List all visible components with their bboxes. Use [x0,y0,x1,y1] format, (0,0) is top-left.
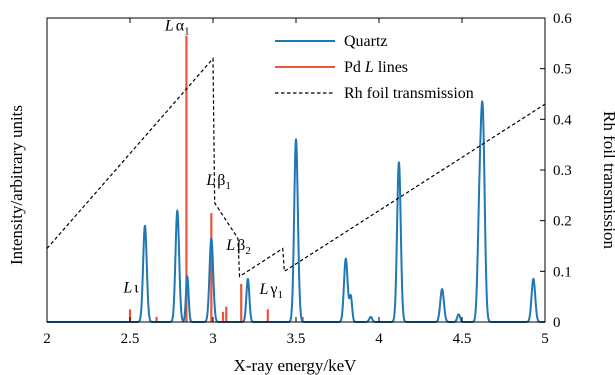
legend: Quartz Pd L lines Rh foil transmission [275,33,474,102]
x-axis-title: X-ray energy/keV [234,356,358,375]
y-tick-label: 0.6 [553,11,572,27]
x-tick-label: 5 [541,331,549,347]
x-tick-label: 4.5 [453,331,472,347]
y-tick-label: 0.3 [553,163,572,179]
x-tick-label: 2.5 [121,331,140,347]
legend-label-0: Quartz [344,33,388,50]
y-axis-right-title: Rh foil transmission [600,111,615,249]
x-tick-label: 4 [375,331,383,347]
x-tick-label: 3 [209,331,217,347]
axes-frame [46,17,546,323]
y-tick-label: 0 [553,315,561,331]
plot-frame [46,17,546,323]
y-tick-label: 0.4 [553,112,572,128]
y-tick-label: 0.2 [553,214,572,230]
y-axis-left-title: Intensity/arbitrary units [7,105,26,265]
y-tick-label: 0.5 [553,62,572,78]
legend-label-2: Rh foil transmission [344,85,474,102]
y-tick-label: 0.1 [553,264,572,280]
plot-area [46,35,546,323]
rh-transmission-line [46,56,546,278]
x-tick-label: 3.5 [287,331,306,347]
quartz-spectrum-line [46,100,546,323]
axis-ticks: 2 2.5 3 3.5 4 4.5 50 0.1 0.2 0.3 0.4 0.5 0.6 [43,11,572,347]
x-tick-label: 2 [43,331,51,347]
legend-label-1: Pd L lines [344,59,408,76]
